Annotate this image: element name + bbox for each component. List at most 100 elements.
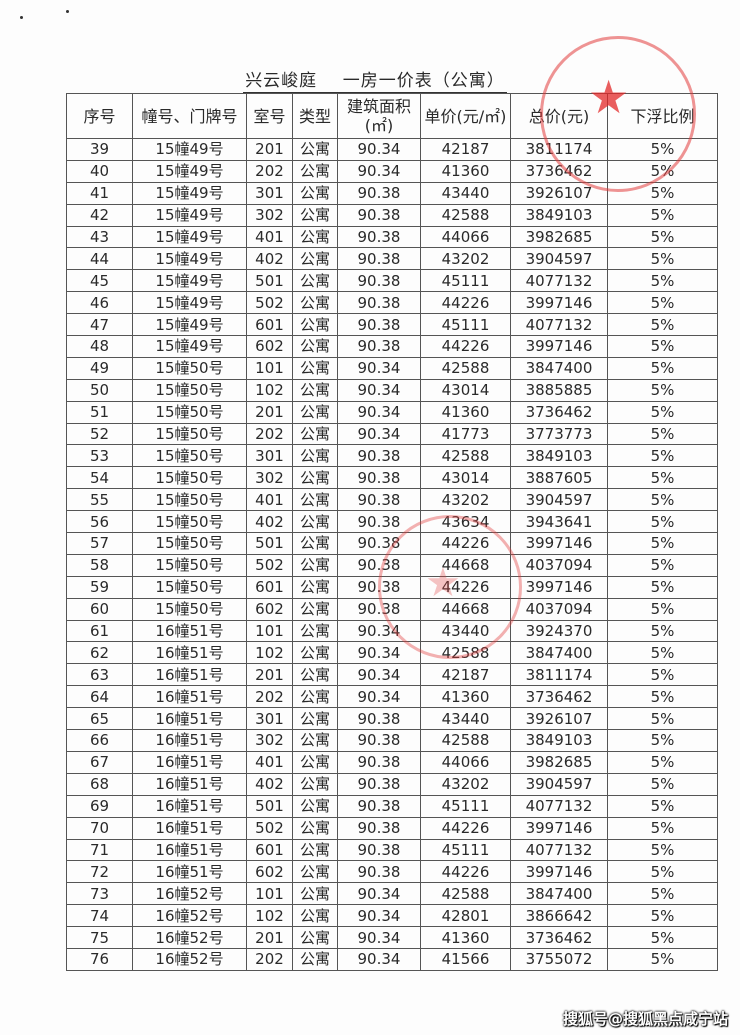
table-cell: 58 — [66, 553, 133, 577]
table-cell: 公寓 — [292, 641, 338, 665]
table-cell: 5% — [607, 947, 718, 971]
table-cell: 4077132 — [510, 269, 608, 293]
table-cell: 90.38 — [337, 838, 421, 862]
table-cell: 90.38 — [337, 444, 421, 468]
table-cell: 75 — [66, 926, 133, 949]
table-cell: 5% — [607, 794, 718, 818]
table-cell: 3904597 — [510, 488, 608, 512]
table-cell: 15幢49号 — [132, 247, 247, 271]
table-cell: 16幢52号 — [132, 904, 247, 928]
table-cell: 602 — [246, 597, 293, 621]
table-cell: 公寓 — [292, 904, 338, 928]
table-cell: 公寓 — [292, 159, 338, 183]
table-cell: 5% — [607, 663, 718, 687]
table-row: 71 16幢51号 601 公寓 90.38 45111 4077132 5% — [66, 838, 718, 862]
column-header: 建筑面积(㎡) — [337, 93, 421, 139]
table-cell: 401 — [246, 225, 293, 249]
table-cell: 57 — [66, 532, 133, 555]
table-cell: 3997146 — [510, 335, 608, 358]
table-cell: 5% — [607, 729, 718, 752]
table-row: 61 16幢51号 101 公寓 90.34 43440 3924370 5% — [66, 619, 718, 643]
table-cell: 201 — [246, 926, 293, 949]
table-cell: 90.34 — [337, 663, 421, 687]
table-cell: 4037094 — [510, 553, 608, 577]
table-cell: 56 — [66, 510, 133, 534]
table-cell: 16幢51号 — [132, 750, 247, 774]
table-cell: 301 — [246, 444, 293, 468]
table-cell: 3849103 — [510, 444, 608, 468]
table-cell: 90.34 — [337, 641, 421, 665]
table-cell: 4037094 — [510, 597, 608, 621]
table-cell: 90.38 — [337, 291, 421, 315]
table-cell: 45111 — [420, 794, 511, 818]
table-row: 41 15幢49号 301 公寓 90.38 43440 3926107 5% — [66, 181, 718, 205]
table-cell: 5% — [607, 269, 718, 293]
table-cell: 43202 — [420, 772, 511, 796]
table-cell: 15幢50号 — [132, 466, 247, 490]
table-cell: 102 — [246, 378, 293, 402]
table-cell: 15幢50号 — [132, 510, 247, 534]
table-cell: 15幢49号 — [132, 225, 247, 249]
table-cell: 15幢50号 — [132, 553, 247, 577]
table-cell: 90.38 — [337, 510, 421, 534]
table-cell: 公寓 — [292, 882, 338, 906]
table-cell: 公寓 — [292, 313, 338, 337]
table-cell: 公寓 — [292, 400, 338, 424]
table-cell: 41360 — [420, 685, 511, 709]
table-row: 57 15幢50号 501 公寓 90.38 44226 3997146 5% — [66, 532, 718, 555]
table-cell: 90.38 — [337, 772, 421, 796]
column-header: 总价(元) — [510, 93, 608, 139]
table-cell: 公寓 — [292, 685, 338, 709]
table-row: 66 16幢51号 302 公寓 90.38 42588 3849103 5% — [66, 729, 718, 752]
table-cell: 公寓 — [292, 488, 338, 512]
table-cell: 16幢51号 — [132, 641, 247, 665]
table-row: 54 15幢50号 302 公寓 90.38 43014 3887605 5% — [66, 466, 718, 490]
table-cell: 43 — [66, 225, 133, 249]
table-cell: 5% — [607, 772, 718, 796]
table-cell: 公寓 — [292, 575, 338, 599]
table-cell: 302 — [246, 466, 293, 490]
table-cell: 55 — [66, 488, 133, 512]
table-cell: 3997146 — [510, 860, 608, 884]
table-cell: 42801 — [420, 904, 511, 928]
table-row: 64 16幢51号 202 公寓 90.34 41360 3736462 5% — [66, 685, 718, 709]
price-table: 序号 幢号、门牌号 室号 类型 建筑面积(㎡) 单价(元/㎡) 总价(元) 下浮比例 39 15… — [66, 93, 718, 971]
table-cell: 15幢49号 — [132, 335, 247, 358]
table-cell: 公寓 — [292, 247, 338, 271]
column-header: 幢号、门牌号 — [132, 93, 247, 139]
table-cell: 43014 — [420, 466, 511, 490]
table-cell: 90.34 — [337, 378, 421, 402]
table-cell: 15幢49号 — [132, 269, 247, 293]
table-cell: 16幢51号 — [132, 860, 247, 884]
table-cell: 64 — [66, 685, 133, 709]
table-cell: 45111 — [420, 313, 511, 337]
table-row: 44 15幢49号 402 公寓 90.38 43202 3904597 5% — [66, 247, 718, 271]
table-cell: 45111 — [420, 838, 511, 862]
column-header: 序号 — [66, 93, 133, 139]
table-cell: 5% — [607, 510, 718, 534]
table-row: 47 15幢49号 601 公寓 90.38 45111 4077132 5% — [66, 313, 718, 337]
table-cell: 3811174 — [510, 138, 608, 161]
table-cell: 3736462 — [510, 159, 608, 183]
table-cell: 4077132 — [510, 794, 608, 818]
column-header: 室号 — [246, 93, 293, 139]
table-cell: 90.34 — [337, 422, 421, 446]
table-cell: 41360 — [420, 926, 511, 949]
table-row: 58 15幢50号 502 公寓 90.38 44668 4037094 5% — [66, 553, 718, 577]
table-cell: 公寓 — [292, 532, 338, 555]
table-cell: 402 — [246, 510, 293, 534]
table-cell: 302 — [246, 729, 293, 752]
table-row: 69 16幢51号 501 公寓 90.38 45111 4077132 5% — [66, 794, 718, 818]
table-cell: 5% — [607, 378, 718, 402]
table-cell: 公寓 — [292, 138, 338, 161]
table-cell: 3736462 — [510, 926, 608, 949]
table-cell: 48 — [66, 335, 133, 358]
table-cell: 公寓 — [292, 291, 338, 315]
table-cell: 202 — [246, 159, 293, 183]
table-cell: 公寓 — [292, 466, 338, 490]
table-cell: 70 — [66, 816, 133, 840]
table-cell: 15幢49号 — [132, 159, 247, 183]
table-cell: 49 — [66, 356, 133, 380]
table-row: 56 15幢50号 402 公寓 90.38 43634 3943641 5% — [66, 510, 718, 534]
